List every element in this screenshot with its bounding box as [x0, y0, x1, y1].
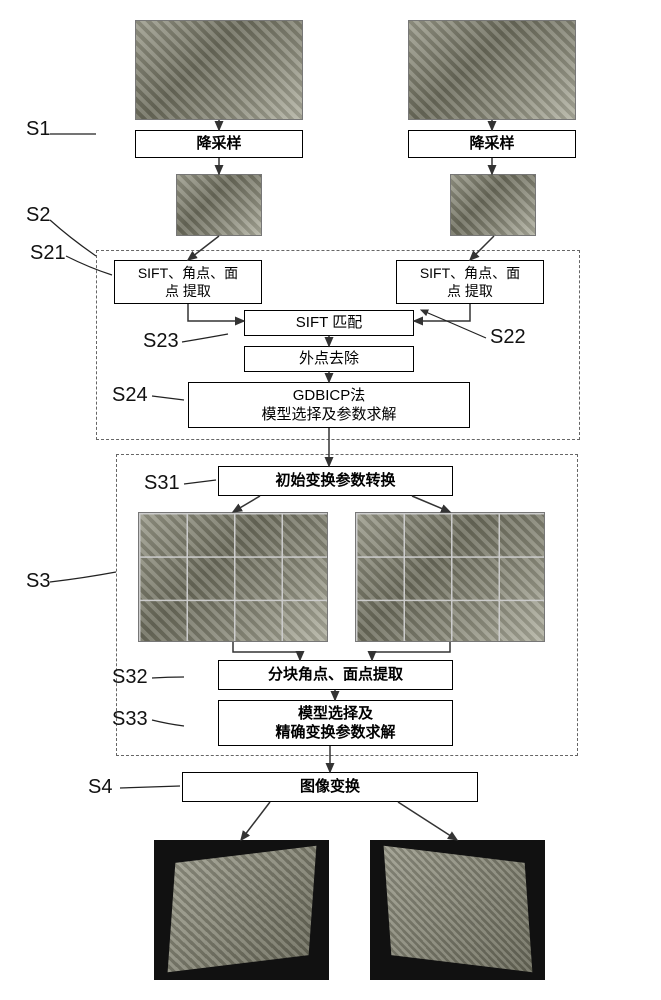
thumb-grid-left [138, 512, 328, 642]
tile-out-left [168, 846, 317, 972]
thumb-small-right [450, 174, 536, 236]
box-block-extract: 分块角点、面点提取 [218, 660, 453, 690]
thumb-grid-right [355, 512, 545, 642]
label-s1: S1 [26, 118, 50, 141]
box-downsample-left: 降采样 [135, 130, 303, 158]
label-s4: S4 [88, 776, 112, 799]
label-s24: S24 [112, 384, 148, 407]
tile-out-right [384, 846, 533, 972]
label-s21: S21 [30, 242, 66, 265]
thumb-out-left [154, 840, 329, 980]
thumb-top-left [135, 20, 303, 120]
grid-overlay-left [139, 513, 327, 641]
label-s22: S22 [490, 326, 526, 349]
label-s2: S2 [26, 204, 50, 227]
thumb-small-left [176, 174, 262, 236]
grid-overlay-right [356, 513, 544, 641]
box-outlier-remove: 外点去除 [244, 346, 414, 372]
label-s31: S31 [144, 472, 180, 495]
box-extract-right: SIFT、角点、面 点 提取 [396, 260, 544, 304]
label-s33: S33 [112, 708, 148, 731]
label-s3: S3 [26, 570, 50, 593]
box-model-solve: 模型选择及 精确变换参数求解 [218, 700, 453, 746]
thumb-out-right [370, 840, 545, 980]
box-downsample-right: 降采样 [408, 130, 576, 158]
thumb-top-right [408, 20, 576, 120]
label-s32: S32 [112, 666, 148, 689]
box-image-transform: 图像变换 [182, 772, 478, 802]
box-sift-match: SIFT 匹配 [244, 310, 414, 336]
box-gdbicp: GDBICP法 模型选择及参数求解 [188, 382, 470, 428]
box-init-transform: 初始变换参数转换 [218, 466, 453, 496]
box-extract-left: SIFT、角点、面 点 提取 [114, 260, 262, 304]
label-s23: S23 [143, 330, 179, 353]
